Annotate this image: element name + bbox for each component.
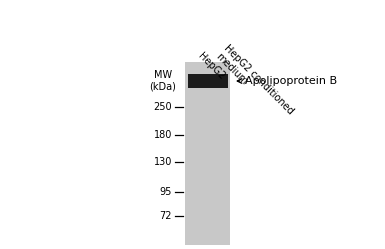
Text: 95: 95 [160,187,172,197]
Text: 250: 250 [153,102,172,112]
Bar [185,62,230,245]
Text: 130: 130 [154,157,172,167]
Text: Apolipoprotein B: Apolipoprotein B [237,76,337,86]
Text: MW
(kDa): MW (kDa) [149,70,176,92]
Bar [188,74,228,88]
Text: 72: 72 [159,211,172,221]
Text: 180: 180 [154,130,172,140]
Text: HepG2 conditioned
medium: HepG2 conditioned medium [214,43,296,124]
Text: HepG2: HepG2 [196,51,227,82]
